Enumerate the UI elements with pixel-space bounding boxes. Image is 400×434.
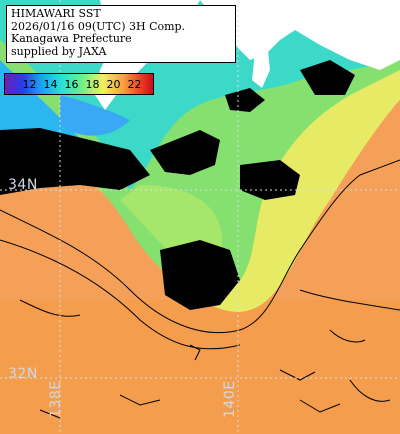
- latitude-label-34n: 34N: [8, 177, 38, 193]
- map-info-box: HIMAWARI SST 2026/01/16 09(UTC) 3H Comp.…: [6, 5, 236, 63]
- legend-color-bar: [5, 74, 153, 94]
- product-title: HIMAWARI SST: [11, 7, 101, 20]
- legend-tick: 20: [106, 77, 121, 91]
- legend-tick: 12: [22, 77, 37, 91]
- longitude-label-140e: 140E: [222, 380, 238, 418]
- temperature-legend: 12 14 16 18 20 22: [4, 73, 154, 95]
- legend-tick: 22: [127, 77, 142, 91]
- region-name: Kanagawa Prefecture: [11, 32, 132, 45]
- legend-tick: 16: [64, 77, 79, 91]
- latitude-label-32n: 32N: [8, 366, 38, 382]
- longitude-label-138e: 138E: [48, 380, 64, 418]
- legend-tick: 14: [43, 77, 58, 91]
- legend-tick: 18: [85, 77, 100, 91]
- data-credit: supplied by JAXA: [11, 44, 107, 58]
- observation-time: 2026/01/16 09(UTC) 3H Comp.: [11, 19, 186, 33]
